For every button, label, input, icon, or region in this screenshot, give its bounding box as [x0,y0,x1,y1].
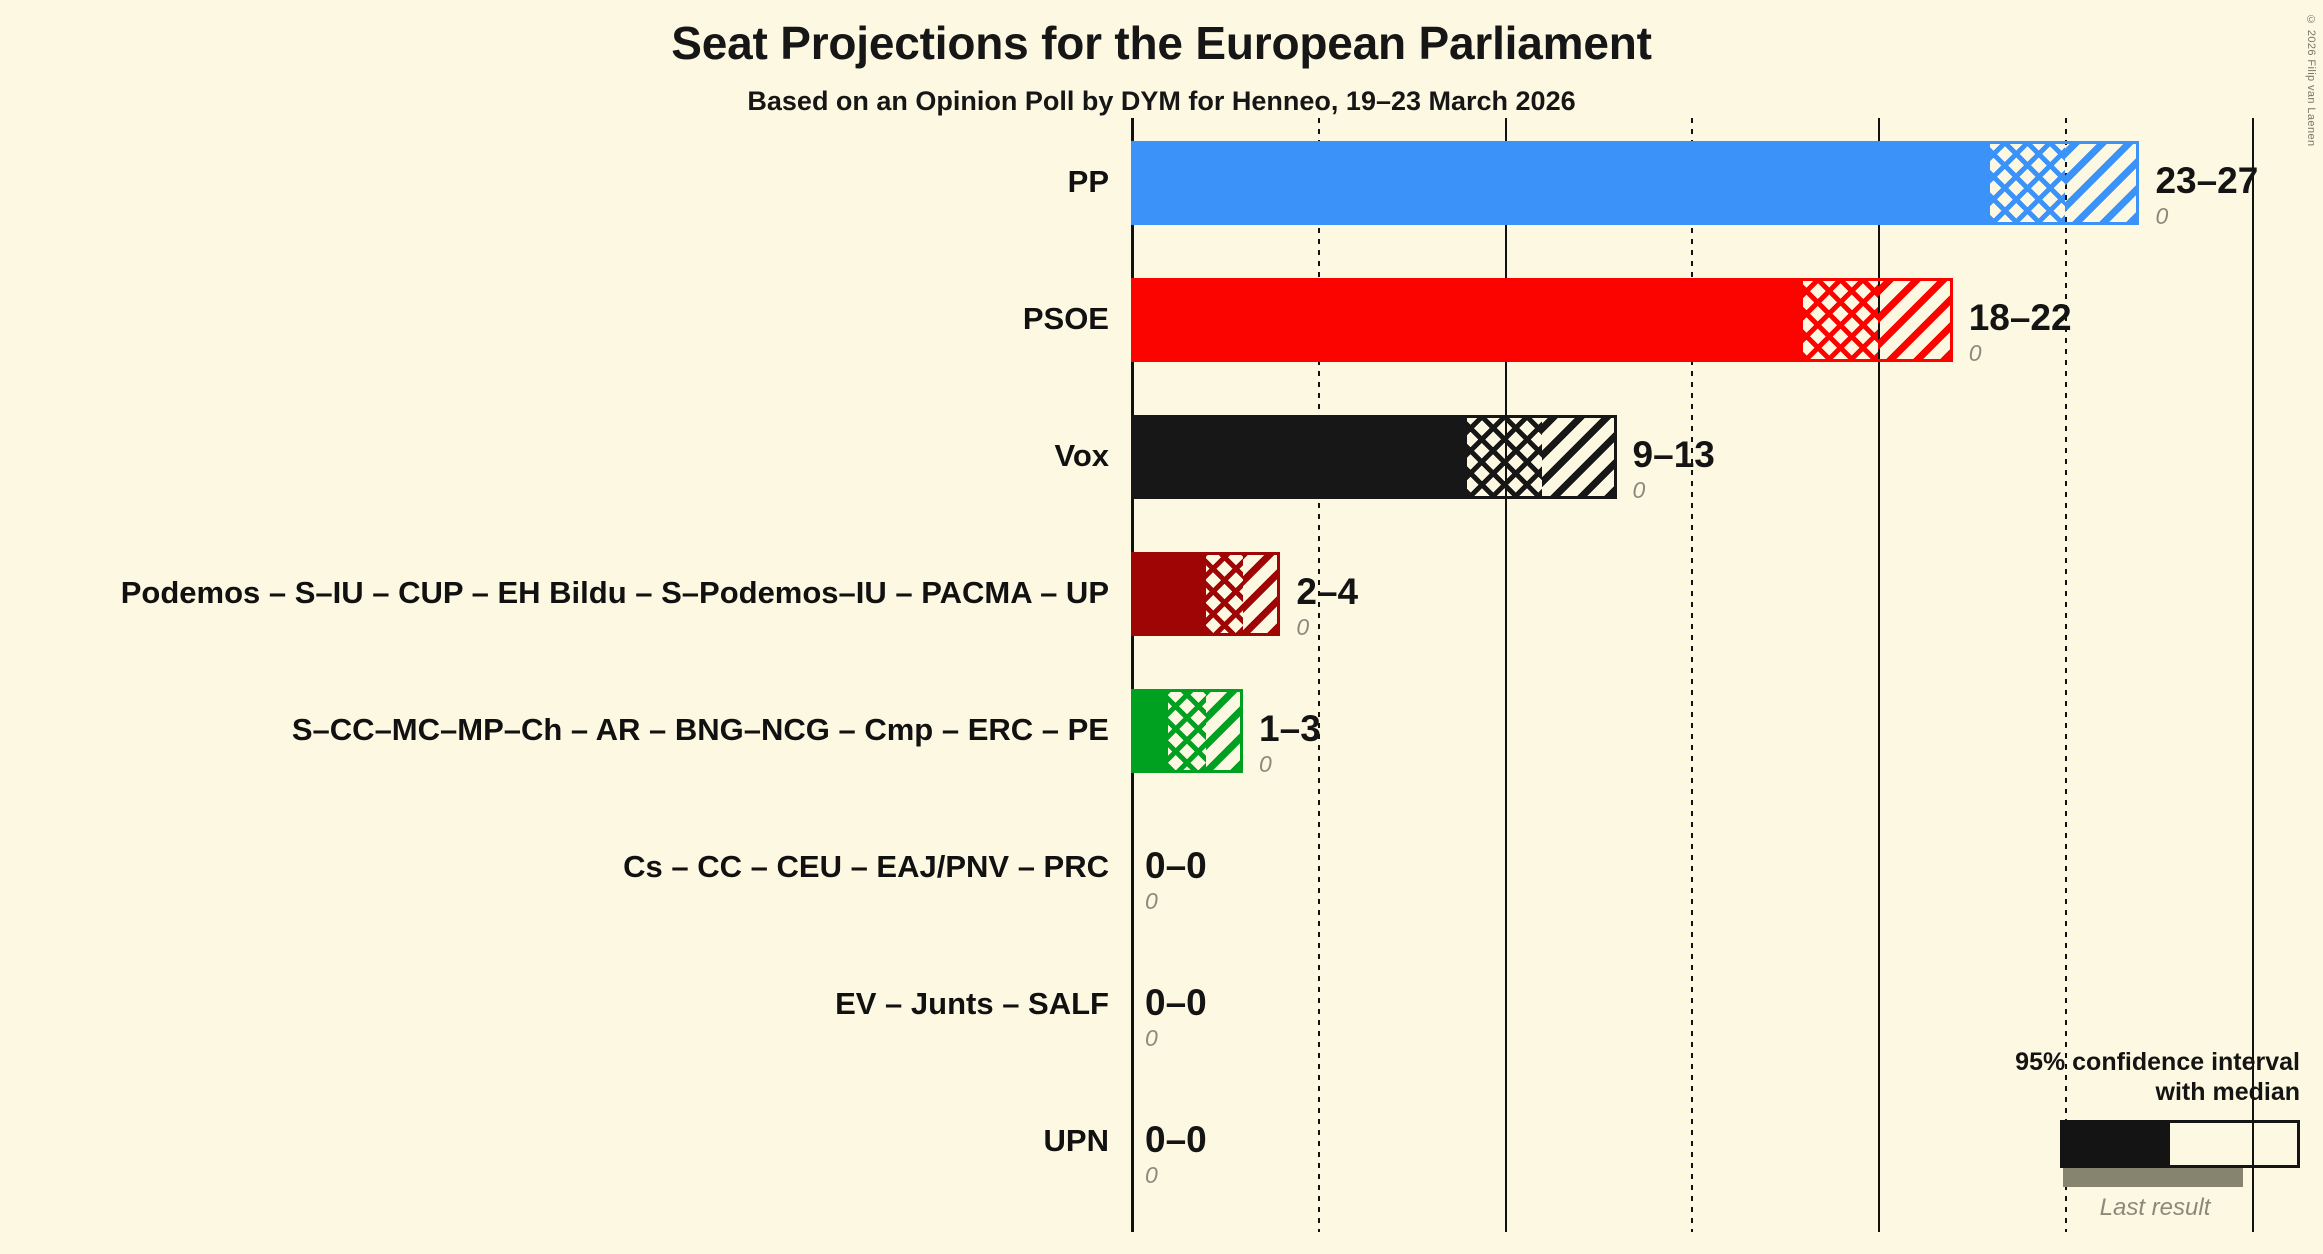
category-label-1: PSOE [1022,301,1109,336]
value-label-3: 2–4 [1296,571,1359,612]
chart-row: Podemos – S–IU – CUP – EH Bildu – S–Pode… [0,552,2323,640]
bar-segment-solid-3 [1131,552,1206,636]
last-result-label-2: 0 [1632,477,1646,503]
legend-segment-solid [2060,1120,2170,1168]
value-label-6: 0–0 [1145,982,1207,1023]
last-result-label-5: 0 [1145,888,1158,914]
bar-segment-crosshatch-1 [1803,278,1878,362]
gridline-10 [1504,118,1507,1232]
category-label-3: Podemos – S–IU – CUP – EH Bildu – S–Pode… [120,575,1109,610]
last-result-label-7: 0 [1145,1162,1158,1188]
category-label-4: S–CC–MC–MP–Ch – AR – BNG–NCG – Cmp – ERC… [291,712,1109,747]
bar-segment-hatch-3 [1243,552,1281,636]
bar-segment-hatch-4 [1205,689,1244,773]
last-result-label-1: 0 [1968,340,1982,366]
value-label-2: 9–13 [1632,434,1715,475]
legend-segment-hatch [2240,1120,2300,1168]
gridline-20 [1878,118,1880,1232]
interval-bar-4 [1131,689,1244,773]
legend-segment-crosshatch [2170,1120,2240,1168]
chart-title: Seat Projections for the European Parlia… [671,17,1652,69]
last-result-label-6: 0 [1145,1025,1158,1051]
legend-title-line2: with median [2155,1077,2300,1106]
chart-row: UPN 0–0 0 [0,1100,2323,1188]
interval-bar-0 [1131,141,2140,225]
legend-interval-bar [2060,1120,2300,1168]
chart-row: PP 23–27 0 [0,141,2323,229]
gridline-5 [1317,118,1320,1232]
value-axis [1131,118,1134,1232]
gridline-30 [2251,118,2254,1232]
last-result-label-4: 0 [1259,751,1272,777]
bar-segment-crosshatch-0 [1990,141,2065,225]
chart-row: Cs – CC – CEU – EAJ/PNV – PRC 0–0 0 [0,826,2323,914]
value-label-7: 0–0 [1145,1119,1207,1160]
legend-last-result-caption: Last result [2099,1194,2211,1221]
value-label-5: 0–0 [1145,845,1207,886]
bar-segment-crosshatch-4 [1168,689,1206,773]
last-result-label-0: 0 [2155,203,2169,229]
copyright-notice: © 2026 Filip van Laenen [2305,14,2317,147]
category-label-2: Vox [1054,438,1109,473]
value-label-1: 18–22 [1968,297,2072,338]
value-label-4: 1–3 [1259,708,1321,749]
category-label-5: Cs – CC – CEU – EAJ/PNV – PRC [623,849,1109,884]
chart-subtitle: Based on an Opinion Poll by DYM for Henn… [747,86,1576,116]
category-label-0: PP [1067,164,1109,199]
chart-row: PSOE 18–22 0 [0,278,2323,366]
gridline-25 [2064,118,2067,1232]
chart-row: S–CC–MC–MP–Ch – AR – BNG–NCG – Cmp – ERC… [0,689,2323,777]
category-label-6: EV – Junts – SALF [835,986,1109,1021]
bar-segment-crosshatch-2 [1467,415,1542,499]
bar-segment-hatch-0 [2064,141,2140,225]
bar-segment-solid-1 [1131,278,1804,362]
bar-segment-solid-2 [1131,415,1468,499]
interval-bar-3 [1131,552,1281,636]
chart-row: EV – Junts – SALF 0–0 0 [0,963,2323,1051]
bar-segment-crosshatch-3 [1205,552,1244,636]
bar-segment-solid-4 [1131,689,1169,773]
legend-last-result-bar [2063,1168,2243,1187]
interval-bar-2 [1131,415,1617,499]
chart-legend: 95% confidence interval with median Last… [1990,1048,2300,1228]
bar-segment-hatch-2 [1541,415,1617,499]
legend-title: 95% confidence interval with median [1990,1048,2300,1107]
category-label-7: UPN [1043,1123,1109,1158]
bar-segment-solid-0 [1131,141,1991,225]
gridline-15 [1691,118,1694,1232]
value-label-0: 23–27 [2155,160,2259,201]
interval-bar-1 [1131,278,1953,362]
legend-title-line1: 95% confidence interval [2015,1048,2300,1076]
bar-segment-hatch-1 [1878,278,1953,362]
chart-row: Vox 9–13 0 [0,415,2323,503]
last-result-label-3: 0 [1296,614,1310,640]
